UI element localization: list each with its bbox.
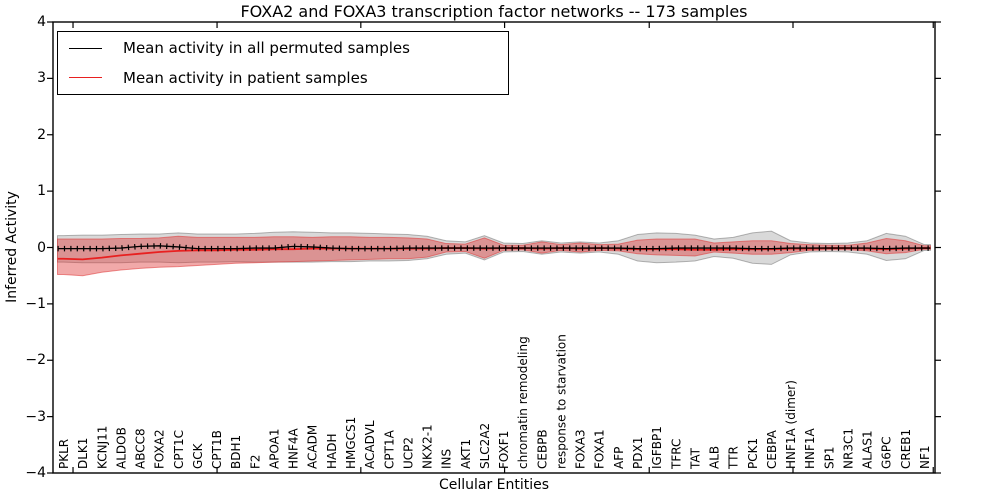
category-label: ABCC8 — [134, 428, 148, 469]
category-label: HMGCS1 — [344, 417, 358, 469]
category-label: APOA1 — [267, 428, 281, 469]
category-label: CPT1B — [210, 430, 224, 469]
y-tick-label: −4 — [25, 465, 46, 481]
category-label: HNF4A — [287, 427, 301, 469]
category-label: NKX2-1 — [421, 424, 435, 469]
y-tick-label: 0 — [37, 239, 46, 256]
legend-item-permuted: Mean activity in all permuted samples — [58, 35, 508, 61]
category-label: ALDOB — [114, 427, 128, 469]
category-label: SLC2A2 — [478, 423, 492, 469]
category-label: CEBPB — [535, 429, 549, 469]
y-tick-label: 2 — [37, 126, 46, 143]
category-label: NR3C1 — [841, 428, 855, 469]
category-label: F2 — [248, 454, 262, 469]
category-label: GCK — [191, 442, 205, 469]
category-label: TTR — [727, 446, 741, 470]
category-label: FOXF1 — [497, 431, 511, 469]
category-label: ACADM — [306, 425, 320, 469]
category-label: FOXA2 — [153, 429, 167, 469]
y-tick-label: 4 — [37, 14, 46, 30]
category-label: ACADVL — [363, 420, 377, 469]
legend-line-sample-black — [69, 47, 102, 49]
legend: Mean activity in all permuted samples Me… — [57, 31, 509, 95]
legend-item-patient: Mean activity in patient samples — [58, 65, 508, 91]
category-label: PDX1 — [631, 437, 645, 469]
y-tick-label: −3 — [25, 408, 46, 425]
x-axis-label: Cellular Entities — [438, 477, 550, 493]
category-label: NF1 — [918, 445, 932, 469]
category-label: response to starvation — [554, 334, 568, 469]
y-tick-label: 1 — [37, 183, 46, 200]
category-label: TAT — [688, 447, 702, 470]
category-label: AFP — [612, 447, 626, 469]
category-label: DLK1 — [76, 438, 90, 469]
category-label: SP1 — [822, 447, 836, 470]
category-label: PKLR — [57, 439, 71, 469]
category-label: HNF1A (dimer) — [784, 380, 798, 469]
category-label: CPT1A — [382, 429, 396, 469]
category-label: AKT1 — [459, 439, 473, 469]
category-label: IGFBP1 — [650, 426, 664, 469]
category-label: CPT1C — [172, 430, 186, 469]
legend-label: Mean activity in all permuted samples — [123, 39, 410, 58]
category-label: INS — [440, 449, 454, 469]
category-label: CREB1 — [899, 429, 913, 469]
chart-title: FOXA2 and FOXA3 transcription factor net… — [240, 2, 748, 21]
category-label: FOXA3 — [574, 429, 588, 469]
y-tick-label: −2 — [25, 352, 46, 369]
category-label: HNF1A — [803, 427, 817, 469]
category-label: ALB — [708, 446, 722, 469]
category-label: chromatin remodeling — [516, 336, 530, 469]
legend-line-sample-red — [69, 77, 102, 79]
category-label: BDH1 — [229, 435, 243, 469]
category-label: ALAS1 — [861, 430, 875, 469]
category-label: CEBPA — [765, 429, 779, 469]
category-label: KCNJ11 — [95, 426, 109, 469]
category-label: TFRC — [669, 439, 683, 470]
category-label: PCK1 — [746, 438, 760, 469]
legend-label: Mean activity in patient samples — [123, 68, 368, 87]
category-label: G6PC — [880, 436, 894, 469]
y-tick-label: 3 — [37, 70, 46, 87]
y-tick-label: −1 — [25, 295, 46, 312]
category-label: UCP2 — [401, 437, 415, 469]
category-label: FOXA1 — [593, 429, 607, 469]
permuted-mean-line — [57, 245, 931, 250]
category-label: HADH — [325, 434, 339, 470]
